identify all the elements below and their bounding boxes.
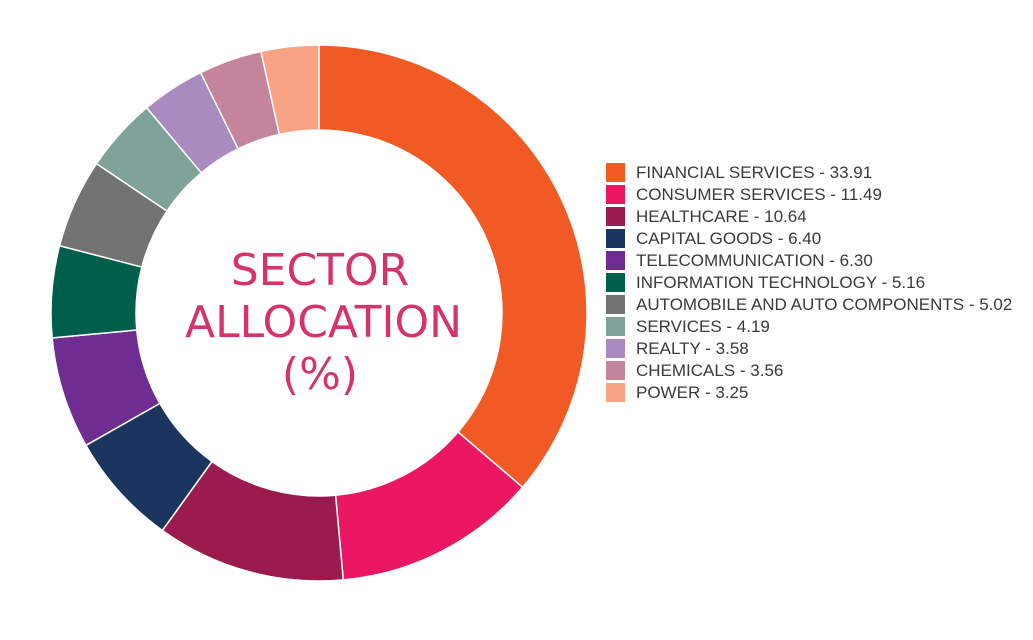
- legend-label: CONSUMER SERVICES - 11.49: [636, 185, 882, 204]
- legend-label: CHEMICALS - 3.56: [636, 361, 784, 380]
- donut-slice: [260, 44, 320, 136]
- legend-swatch: [606, 273, 625, 292]
- chart-legend: FINANCIAL SERVICES - 33.91 CONSUMER SERVI…: [606, 162, 1016, 404]
- legend-label: FINANCIAL SERVICES - 33.91: [636, 163, 873, 182]
- legend-swatch: [606, 185, 625, 204]
- legend-label: SERVICES - 4.19: [636, 317, 770, 336]
- legend-label: INFORMATION TECHNOLOGY - 5.16: [636, 273, 926, 292]
- legend-label: REALTY - 3.58: [636, 339, 749, 358]
- donut-slice: [318, 44, 588, 489]
- legend-label: TELECOMMUNICATION - 6.30: [636, 251, 873, 270]
- legend-item: FINANCIAL SERVICES - 33.91: [606, 162, 1016, 184]
- legend-swatch: [606, 339, 625, 358]
- legend-label: POWER - 3.25: [636, 383, 749, 402]
- chart-title-line-2: ALLOCATION: [185, 297, 462, 348]
- chart-title-line-1: SECTOR: [230, 245, 410, 296]
- legend-swatch: [606, 207, 625, 226]
- legend-swatch: [606, 229, 625, 248]
- donut-slices: [50, 44, 588, 582]
- legend-swatch: [606, 251, 625, 270]
- legend-swatch: [606, 383, 625, 402]
- legend-item: CAPITAL GOODS - 6.40: [606, 228, 1016, 250]
- legend-swatch: [606, 317, 625, 336]
- legend-item: AUTOMOBILE AND AUTO COMPONENTS - 5.02: [606, 294, 1016, 316]
- legend-item: INFORMATION TECHNOLOGY - 5.16: [606, 272, 1016, 294]
- chart-title: SECTOR ALLOCATION (%): [185, 245, 462, 401]
- legend-item: CHEMICALS - 3.56: [606, 360, 1016, 382]
- legend-item: TELECOMMUNICATION - 6.30: [606, 250, 1016, 272]
- legend-item: POWER - 3.25: [606, 382, 1016, 404]
- legend-item: CONSUMER SERVICES - 11.49: [606, 184, 1016, 206]
- legend-item: SERVICES - 4.19: [606, 316, 1016, 338]
- legend-swatch: [606, 295, 625, 314]
- legend-swatch: [606, 163, 625, 182]
- legend-label: AUTOMOBILE AND AUTO COMPONENTS - 5.02: [636, 295, 1013, 314]
- legend-swatch: [606, 361, 625, 380]
- legend-item: REALTY - 3.58: [606, 338, 1016, 360]
- chart-title-line-3: (%): [281, 349, 359, 400]
- legend-item: HEALTHCARE - 10.64: [606, 206, 1016, 228]
- legend-label: HEALTHCARE - 10.64: [636, 207, 807, 226]
- legend-label: CAPITAL GOODS - 6.40: [636, 229, 822, 248]
